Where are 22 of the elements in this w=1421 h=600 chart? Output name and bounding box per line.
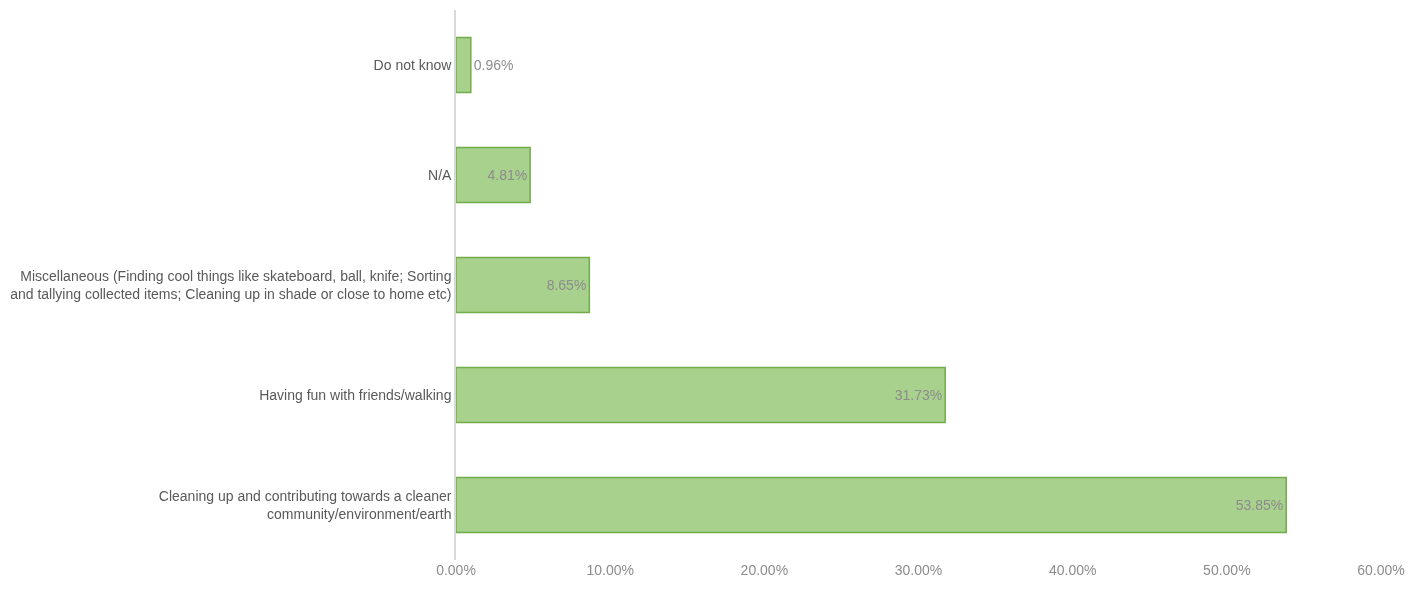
data-label: 8.65% — [546, 277, 587, 293]
x-tick-label: 60.00% — [1357, 562, 1405, 578]
bar — [456, 366, 946, 424]
data-label: 31.73% — [894, 387, 943, 403]
y-tick-label: N/A — [428, 166, 453, 183]
x-tick-label: 10.00% — [586, 562, 634, 578]
data-label: 4.81% — [487, 167, 528, 183]
y-tick-label: Do not know — [373, 56, 453, 73]
x-tick-label: 30.00% — [894, 562, 943, 578]
y-tick-label: Cleaning up and contributing towards a cleaner community/environment/earth — [158, 487, 452, 522]
x-tick-label: 50.00% — [1203, 562, 1251, 578]
bar — [456, 146, 531, 204]
x-tick-label: 40.00% — [1048, 562, 1097, 578]
bar — [456, 256, 591, 314]
data-label: 0.96% — [473, 57, 514, 73]
x-tick-label: 0.00% — [436, 562, 476, 578]
bar — [456, 476, 1287, 534]
x-tick-label: 20.00% — [740, 562, 789, 578]
data-label: 53.85% — [1235, 497, 1284, 513]
y-tick-label: Miscellaneous (Finding cool things like skateboard, ball, knife; Sorting and tallying collected items; Cleaning up in shade or close to home etc) — [10, 267, 452, 302]
y-tick-label: Having fun with friends/walking — [259, 386, 452, 403]
bar — [456, 36, 472, 94]
